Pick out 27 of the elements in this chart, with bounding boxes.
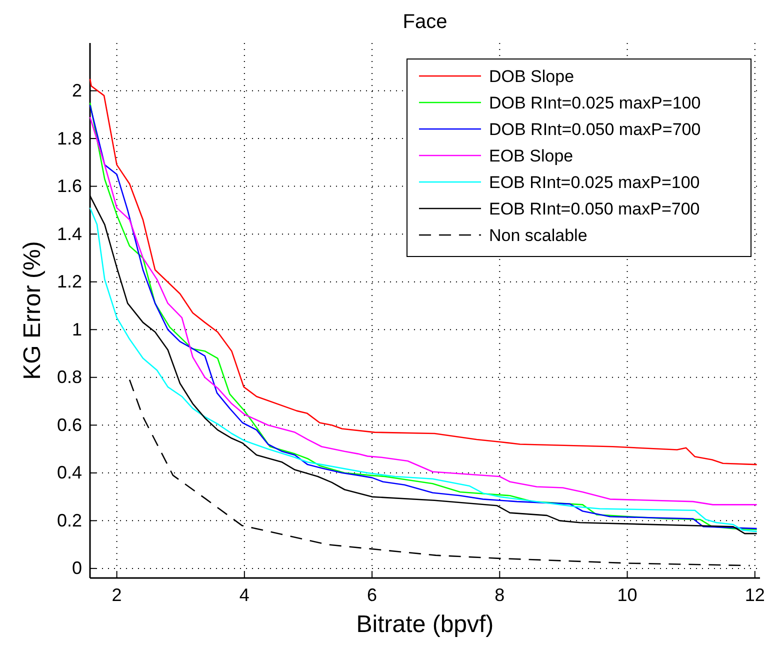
y-tick-label: 0.8	[56, 367, 82, 388]
y-tick-label: 1.4	[56, 224, 82, 244]
x-tick-label: 8	[494, 584, 505, 605]
legend-label: DOB Slope	[489, 67, 574, 86]
y-tick-label: 2	[72, 80, 82, 101]
legend-label: EOB Slope	[489, 146, 574, 166]
y-tick-label: 1.2	[56, 272, 82, 292]
legend-label: Non scalable	[489, 226, 588, 245]
y-tick-label: 0.4	[56, 462, 82, 483]
x-tick-label: 12	[744, 584, 765, 605]
x-tick-label: 4	[239, 584, 250, 605]
legend-label: DOB RInt=0.025 maxP=100	[489, 94, 701, 112]
y-tick-label: 0	[72, 558, 82, 578]
y-tick-label: 1	[72, 319, 82, 340]
legend-label: DOB RInt=0.050 maxP=700	[489, 120, 701, 139]
y-tick-label: 1.8	[56, 128, 82, 148]
x-tick-label: 10	[617, 584, 638, 605]
x-axis-title: Bitrate (bpvf)	[356, 611, 494, 638]
legend-label: EOB RInt=0.050 maxP=700	[489, 200, 700, 218]
legend-label: EOB RInt=0.025 maxP=100	[489, 173, 700, 192]
x-tick-label: 6	[367, 584, 378, 605]
chart-title: Face	[402, 11, 448, 33]
x-tick-label: 2	[112, 584, 122, 605]
y-tick-label: 0.2	[56, 510, 82, 530]
y-tick-label: 1.6	[56, 176, 82, 196]
y-axis-title: KG Error (%)	[19, 241, 46, 380]
y-tick-label: 0.6	[56, 414, 82, 435]
